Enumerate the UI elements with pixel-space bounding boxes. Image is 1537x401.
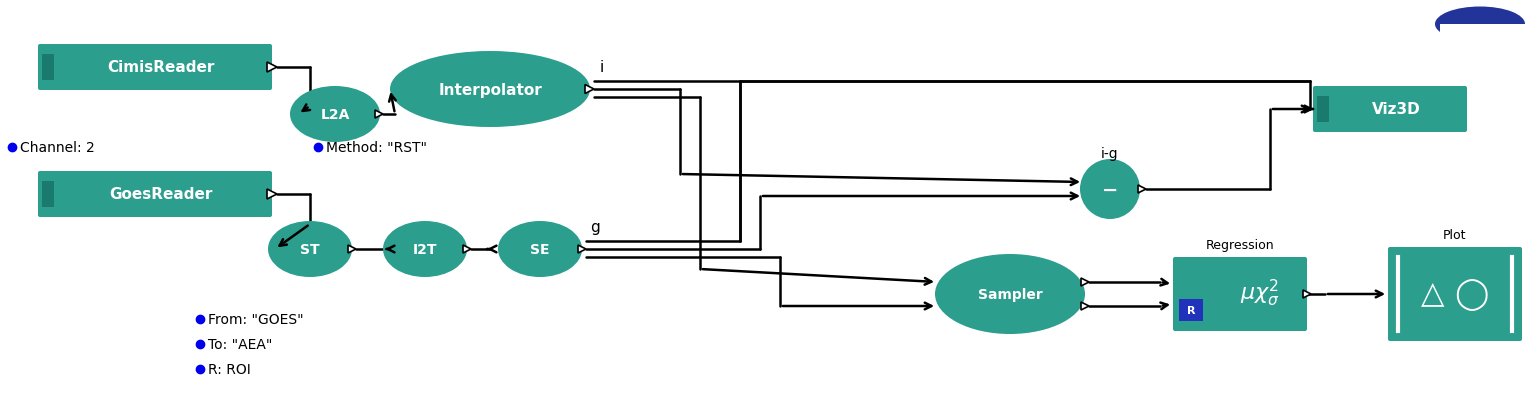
FancyBboxPatch shape <box>1173 257 1306 331</box>
Text: Interpolator: Interpolator <box>438 82 543 97</box>
Text: GoesReader: GoesReader <box>109 187 212 202</box>
Text: △ ◯: △ ◯ <box>1420 278 1489 310</box>
Text: Regression: Regression <box>1205 239 1274 251</box>
Polygon shape <box>375 111 383 119</box>
FancyBboxPatch shape <box>38 45 272 91</box>
Text: Method: "RST": Method: "RST" <box>326 141 427 155</box>
Bar <box>1317 97 1330 123</box>
Ellipse shape <box>934 254 1085 334</box>
Text: To: "AEA": To: "AEA" <box>207 337 272 351</box>
FancyBboxPatch shape <box>1388 247 1522 341</box>
Text: SE: SE <box>530 242 550 256</box>
Polygon shape <box>347 245 357 253</box>
Text: ST: ST <box>300 242 320 256</box>
Ellipse shape <box>390 52 590 128</box>
Ellipse shape <box>498 221 583 277</box>
Ellipse shape <box>267 221 352 277</box>
Text: R: ROI: R: ROI <box>207 362 251 376</box>
Polygon shape <box>267 63 277 73</box>
Bar <box>41 55 54 81</box>
Text: I2T: I2T <box>413 242 437 256</box>
Polygon shape <box>1081 302 1090 310</box>
Text: Viz3D: Viz3D <box>1371 102 1420 117</box>
Polygon shape <box>1081 278 1090 286</box>
Text: −: − <box>1102 180 1119 199</box>
Text: g: g <box>590 219 599 235</box>
Text: Channel: 2: Channel: 2 <box>20 141 95 155</box>
Ellipse shape <box>1081 160 1140 219</box>
Text: Sampler: Sampler <box>978 287 1042 301</box>
Bar <box>1440 25 1537 55</box>
Polygon shape <box>1137 186 1147 194</box>
Text: R: R <box>1187 305 1196 315</box>
Bar <box>41 182 54 207</box>
Polygon shape <box>1303 290 1311 298</box>
Text: i: i <box>599 60 604 75</box>
Polygon shape <box>586 85 593 94</box>
FancyBboxPatch shape <box>1313 87 1466 133</box>
Polygon shape <box>463 245 470 253</box>
Ellipse shape <box>290 87 380 143</box>
Text: CimisReader: CimisReader <box>108 60 215 75</box>
Text: L2A: L2A <box>320 108 350 122</box>
Text: Plot: Plot <box>1443 229 1466 241</box>
Ellipse shape <box>1436 8 1525 43</box>
FancyBboxPatch shape <box>38 172 272 217</box>
Text: i-g: i-g <box>1100 147 1119 160</box>
Ellipse shape <box>383 221 467 277</box>
Text: $\mu\chi^2_\sigma$: $\mu\chi^2_\sigma$ <box>1240 277 1280 308</box>
Polygon shape <box>267 190 277 200</box>
Text: From: "GOES": From: "GOES" <box>207 312 304 326</box>
Polygon shape <box>578 245 586 253</box>
Bar <box>1179 299 1203 321</box>
